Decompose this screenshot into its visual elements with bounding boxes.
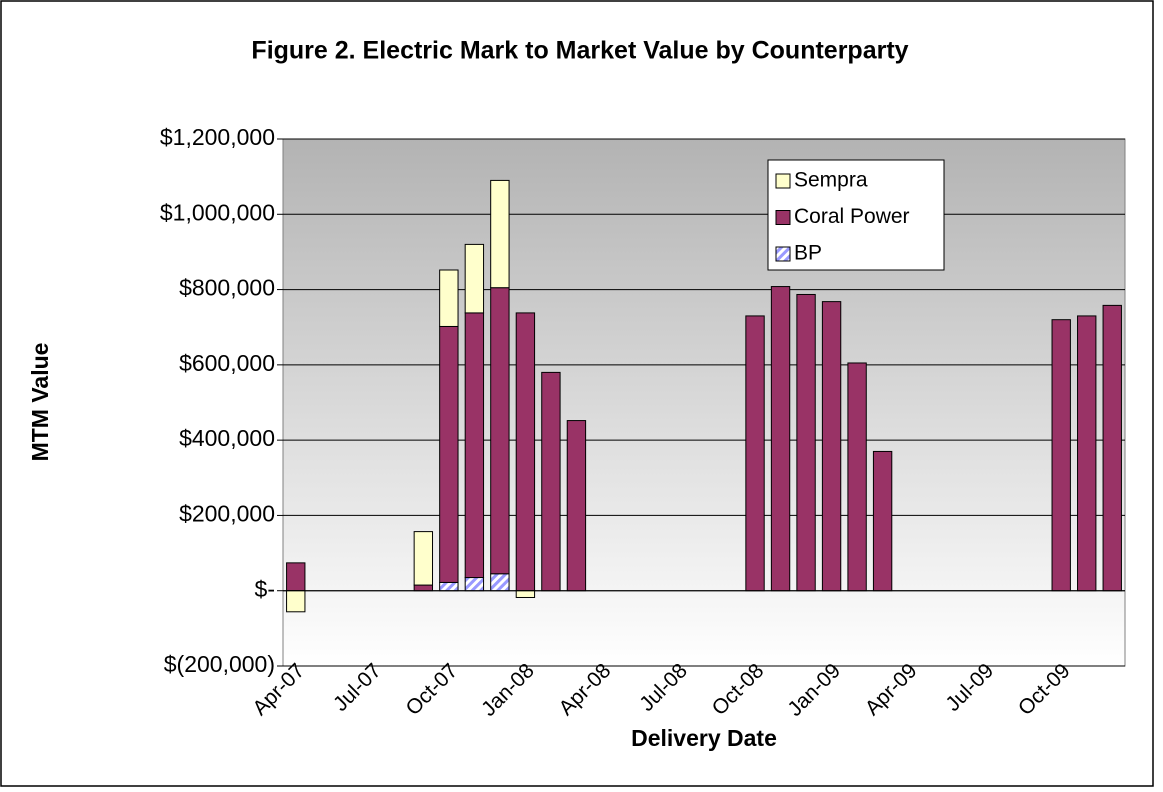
y-tick-label: $400,000: [179, 425, 275, 451]
x-axis-title: Delivery Date: [631, 725, 777, 751]
bar-segment: [796, 293, 816, 592]
chart-title: Figure 2. Electric Mark to Market Value …: [251, 37, 908, 65]
y-tick-label: $(200,000): [164, 651, 275, 677]
legend-label: Coral Power: [794, 205, 910, 228]
y-tick-label: $200,000: [179, 501, 275, 527]
bar-segment: [413, 584, 434, 592]
plot-area: [282, 138, 1126, 667]
y-tick-label: $1,000,000: [160, 199, 275, 225]
bar-segment: [770, 286, 791, 592]
bar-segment: [872, 450, 893, 592]
y-tick-label: $1,200,000: [160, 124, 275, 150]
bar-segment: [490, 287, 510, 575]
legend-swatch: [775, 246, 791, 262]
bar-segment: [439, 325, 459, 583]
y-axis-title: MTM Value: [27, 343, 53, 462]
bar-segment: [286, 590, 306, 613]
legend-swatch: [775, 173, 791, 189]
legend-box: [767, 159, 945, 271]
bar-segment: [490, 573, 510, 592]
legend-label: BP: [794, 242, 822, 265]
legend-label: Sempra: [794, 169, 868, 192]
bar-segment: [490, 179, 510, 289]
bar-segment: [464, 243, 485, 314]
bar-segment: [439, 581, 459, 592]
legend-swatch: [775, 210, 791, 225]
y-tick-label: $800,000: [179, 275, 275, 301]
bar-segment: [464, 577, 485, 592]
bar-segment: [286, 562, 306, 592]
bar-segment: [1102, 304, 1122, 592]
bar-segment: [464, 312, 485, 579]
bar-segment: [821, 301, 842, 592]
bar-segment: [847, 362, 867, 592]
bar-segment: [413, 531, 434, 586]
y-tick-label: $600,000: [179, 350, 275, 376]
bar-segment: [1051, 319, 1071, 592]
bar-segment: [515, 590, 536, 598]
bar-segment: [515, 312, 536, 592]
y-tick-label: $-: [255, 576, 275, 602]
bar-segment: [1077, 315, 1097, 592]
bar-segment: [566, 420, 587, 592]
bar-segment: [439, 269, 459, 327]
bar-segment: [745, 315, 765, 592]
bar-segment: [541, 371, 561, 592]
